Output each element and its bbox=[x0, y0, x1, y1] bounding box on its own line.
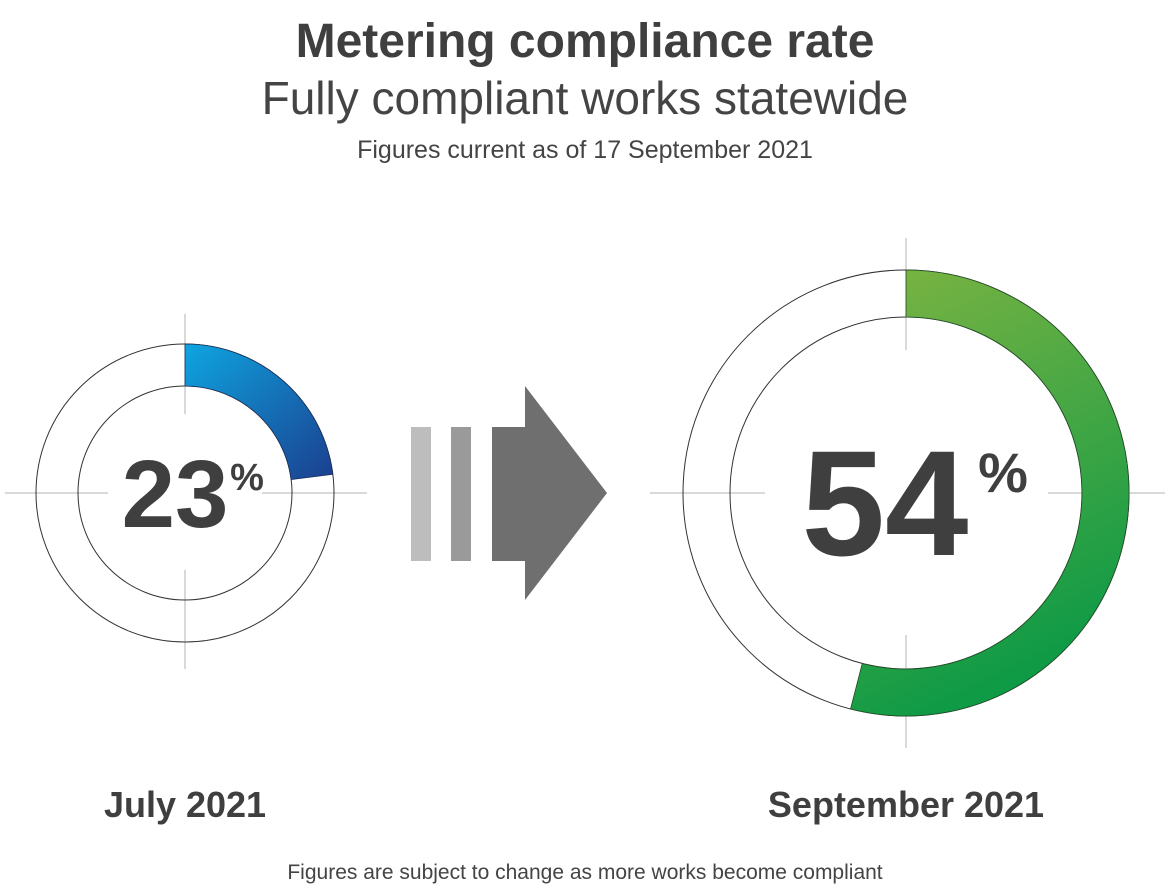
footnote: Figures are subject to change as more wo… bbox=[287, 861, 883, 884]
arrow-bar-light bbox=[411, 427, 431, 561]
donut-september-arc bbox=[850, 269, 1130, 717]
donut-july-arc bbox=[184, 343, 334, 481]
chart-title: Metering compliance rate bbox=[295, 15, 875, 68]
arrow-bar-mid bbox=[451, 427, 471, 561]
progress-arrow bbox=[411, 386, 607, 600]
donut-july: 23 % bbox=[5, 314, 367, 669]
period-label-september: September 2021 bbox=[767, 784, 1045, 825]
donut-july-unit: % bbox=[230, 457, 264, 499]
period-label-july: July 2021 bbox=[103, 784, 267, 825]
chart-subtitle: Fully compliant works statewide bbox=[261, 72, 909, 124]
donut-september: 54 % bbox=[650, 238, 1165, 748]
donut-july-value: 23 bbox=[122, 441, 229, 548]
arrow-head bbox=[492, 386, 607, 600]
figures-date-note: Figures current as of 17 September 2021 bbox=[357, 136, 813, 164]
donut-september-value: 54 bbox=[802, 419, 969, 587]
donut-september-unit: % bbox=[978, 441, 1028, 504]
